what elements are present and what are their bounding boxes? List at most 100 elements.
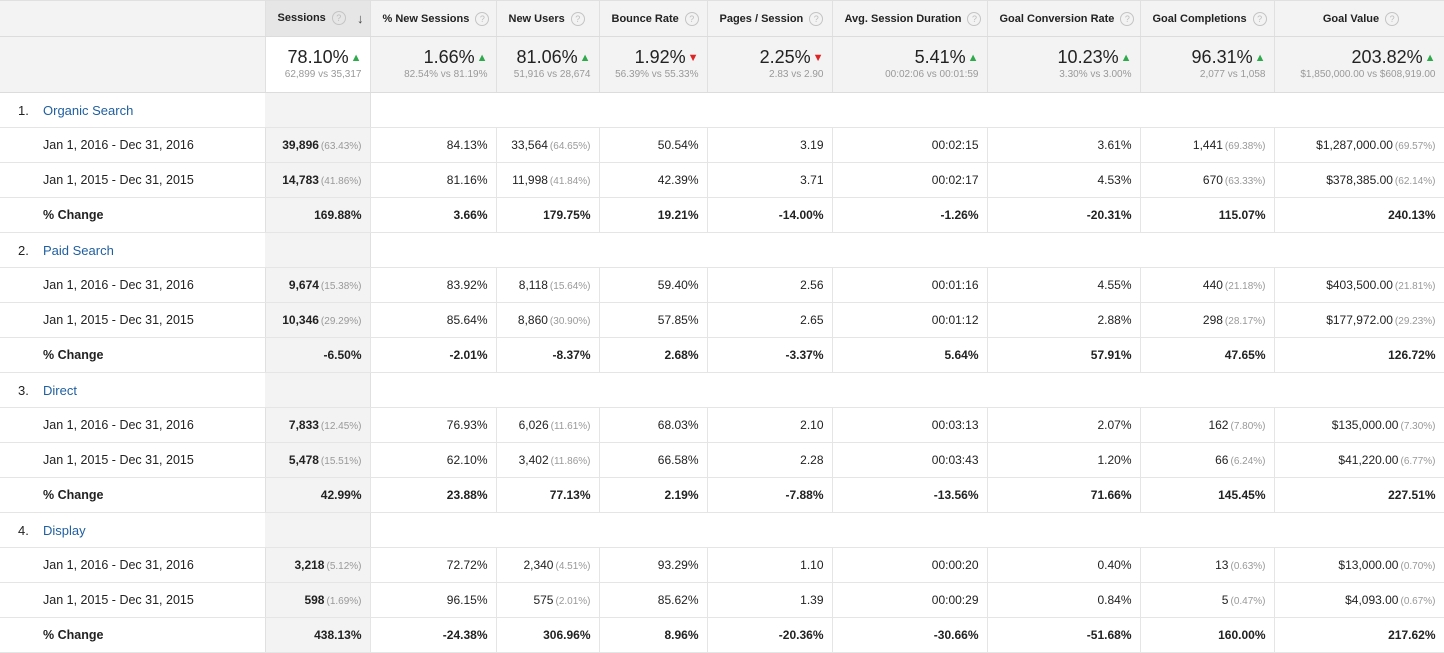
cell-value: 10,346 — [282, 313, 319, 327]
summary-change-value: 1.92% ▼ — [608, 47, 699, 68]
trend-up-icon: ▲ — [1254, 52, 1266, 64]
cell-new-sessions-pct: 62.10% — [370, 442, 497, 478]
summary-change-value: 96.31% ▲ — [1149, 47, 1266, 68]
cell-value: $378,385.00 — [1326, 173, 1393, 187]
channel-link[interactable]: Display — [43, 522, 86, 538]
cell-value: 160.00% — [1218, 628, 1266, 642]
cell-avg-session-duration: -13.56% — [832, 477, 988, 513]
cell-percent-of-total: (7.30%) — [1400, 421, 1436, 432]
cell-pages-session: 1.10 — [707, 547, 833, 583]
row-label: Jan 1, 2016 - Dec 31, 2016 — [0, 127, 266, 163]
cell-goal-conversion-rate: -20.31% — [987, 197, 1141, 233]
cell-bounce-rate: 59.40% — [599, 267, 708, 303]
cell-goal-completions: 440 (21.18%) — [1140, 267, 1275, 303]
summary-change-text: 10.23% — [1057, 47, 1119, 67]
group-spacer-cell — [370, 92, 1444, 128]
group-row: 2. Paid Search — [0, 232, 1444, 268]
summary-compare-text: 00:02:06 vs 00:01:59 — [885, 69, 979, 80]
percent-change-row: % Change 169.88% 3.66% 179.75% 19.21% -14.00%… — [0, 197, 1444, 233]
cell-percent-of-total: (5.12%) — [326, 561, 362, 572]
cell-avg-session-duration: 5.64% — [832, 337, 988, 373]
help-icon[interactable]: ? — [475, 11, 490, 26]
cell-new-users: 11,998 (41.84%) — [496, 162, 600, 198]
column-header-new-users[interactable]: New Users? — [496, 0, 600, 37]
column-header-bounce-rate[interactable]: Bounce Rate? — [599, 0, 708, 37]
cell-avg-session-duration: 00:01:12 — [832, 302, 988, 338]
help-icon[interactable]: ? — [809, 11, 824, 26]
help-icon[interactable]: ? — [1252, 11, 1267, 26]
group-spacer-cell — [370, 512, 1444, 548]
cell-value: 23.88% — [446, 488, 488, 502]
cell-new-users: 33,564 (64.65%) — [496, 127, 600, 163]
cell-goal-conversion-rate: 3.61% — [987, 127, 1141, 163]
sort-descending-icon[interactable]: ↓ — [357, 11, 364, 26]
cell-goal-value: 126.72% — [1274, 337, 1444, 373]
summary-compare-text: 3.30% vs 3.00% — [1059, 69, 1132, 80]
channel-link[interactable]: Organic Search — [43, 102, 134, 118]
cell-percent-of-total: (6.77%) — [1400, 456, 1436, 467]
cell-goal-value: $177,972.00 (29.23%) — [1274, 302, 1444, 338]
summary-change-text: 203.82% — [1351, 47, 1423, 67]
cell-percent-of-total: (15.51%) — [320, 456, 362, 467]
cell-goal-value: $1,287,000.00 (69.57%) — [1274, 127, 1444, 163]
cell-new-sessions-pct: 76.93% — [370, 407, 497, 443]
cell-value: 1.10 — [800, 558, 824, 572]
cell-percent-of-total: (63.33%) — [1224, 176, 1266, 187]
cell-value: 84.13% — [446, 138, 488, 152]
cell-bounce-rate: 50.54% — [599, 127, 708, 163]
cell-percent-of-total: (41.86%) — [320, 176, 362, 187]
cell-goal-conversion-rate: 57.91% — [987, 337, 1141, 373]
channel-link[interactable]: Paid Search — [43, 242, 114, 258]
cell-value: 575 — [533, 593, 554, 607]
cell-value: 8.96% — [664, 628, 699, 642]
help-icon[interactable]: ? — [1385, 11, 1400, 26]
cell-new-sessions-pct: 23.88% — [370, 477, 497, 513]
summary-cell-goal-conversion-rate: 10.23% ▲ 3.30% vs 3.00% — [987, 36, 1141, 93]
cell-percent-of-total: (4.51%) — [555, 561, 591, 572]
cell-goal-completions: 145.45% — [1140, 477, 1275, 513]
cell-value: 00:00:29 — [931, 593, 979, 607]
cell-pages-session: -3.37% — [707, 337, 833, 373]
cell-value: 227.51% — [1388, 488, 1436, 502]
summary-compare-text: 62,899 vs 35,317 — [284, 69, 362, 80]
cell-percent-of-total: (0.67%) — [1400, 596, 1436, 607]
help-icon[interactable]: ? — [570, 11, 585, 26]
help-icon[interactable]: ? — [967, 11, 982, 26]
summary-compare-text: $1,850,000.00 vs $608,919.00 — [1300, 69, 1436, 80]
summary-change-value: 1.66% ▲ — [379, 47, 488, 68]
cell-value: 5 — [1221, 593, 1229, 607]
cell-sessions: 438.13% — [265, 617, 371, 653]
column-header-goal-value[interactable]: Goal Value? — [1274, 0, 1444, 37]
group-label-cell: 2. Paid Search — [0, 232, 265, 268]
cell-goal-value: $403,500.00 (21.81%) — [1274, 267, 1444, 303]
help-icon[interactable]: ? — [684, 11, 699, 26]
row-label: Jan 1, 2015 - Dec 31, 2015 — [0, 162, 266, 198]
channel-link[interactable]: Direct — [43, 382, 77, 398]
cell-sessions: 598 (1.69%) — [265, 582, 371, 618]
cell-new-sessions-pct: -2.01% — [370, 337, 497, 373]
cell-value: 11,998 — [512, 173, 548, 187]
cell-value: 3.66% — [453, 208, 488, 222]
column-header-avg-session-duration[interactable]: Avg. Session Duration? — [832, 0, 988, 37]
column-header-goal-conversion-rate[interactable]: Goal Conversion Rate? — [987, 0, 1141, 37]
column-header-new-sessions-pct[interactable]: % New Sessions? — [370, 0, 497, 37]
help-icon[interactable]: ? — [1120, 11, 1135, 26]
cell-percent-of-total: (29.23%) — [1394, 316, 1436, 327]
help-icon[interactable]: ? — [331, 11, 346, 25]
cell-goal-conversion-rate: 0.40% — [987, 547, 1141, 583]
cell-value: 62.10% — [446, 453, 488, 467]
cell-goal-completions: 298 (28.17%) — [1140, 302, 1275, 338]
summary-change-value: 81.06% ▲ — [505, 47, 591, 68]
cell-avg-session-duration: 00:03:13 — [832, 407, 988, 443]
summary-change-value: 2.25% ▼ — [716, 47, 824, 68]
column-header-goal-completions[interactable]: Goal Completions? — [1140, 0, 1275, 37]
cell-pages-session: 2.56 — [707, 267, 833, 303]
column-header-pages-session[interactable]: Pages / Session? — [707, 0, 833, 37]
cell-value: 670 — [1202, 173, 1223, 187]
cell-value: 2.07% — [1097, 418, 1132, 432]
column-header-sessions[interactable]: Sessions? ↓ — [265, 0, 371, 37]
cell-new-users: 575 (2.01%) — [496, 582, 600, 618]
cell-value: 306.96% — [543, 628, 591, 642]
cell-value: 39,896 — [282, 138, 319, 152]
group-spacer-cell — [265, 232, 371, 268]
